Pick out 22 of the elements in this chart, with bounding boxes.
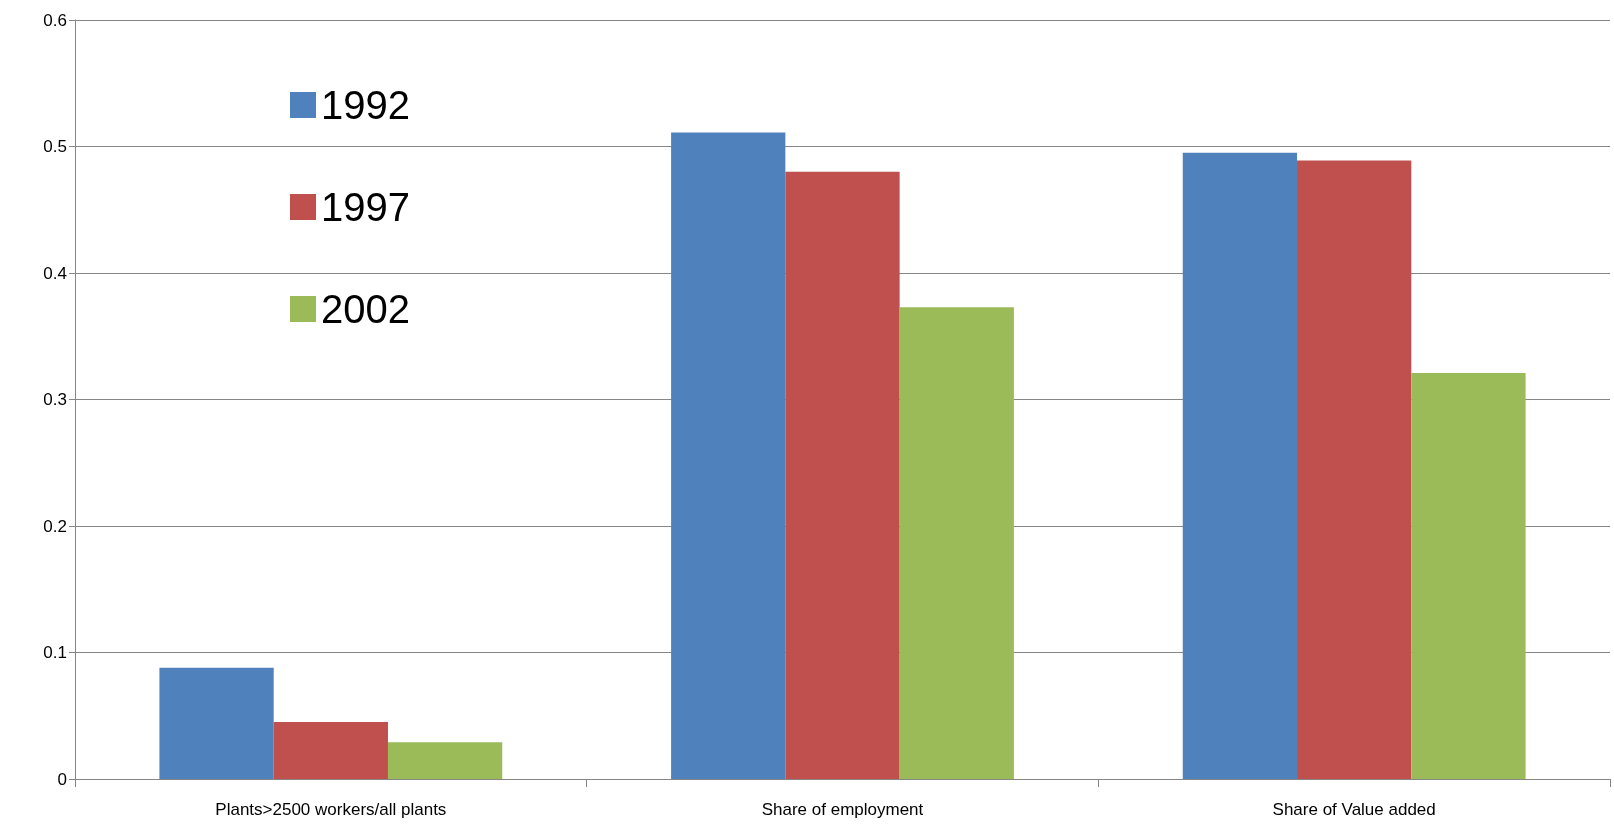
bar	[785, 171, 900, 779]
bar	[273, 722, 388, 779]
y-tick-label: 0.1	[43, 643, 67, 662]
bar	[1297, 160, 1412, 779]
x-tick-label: Plants>2500 workers/all plants	[215, 800, 447, 819]
legend-label: 1992	[321, 83, 410, 127]
bar	[1411, 372, 1526, 779]
y-tick-label: 0.6	[43, 10, 67, 30]
y-tick-label: 0.2	[43, 516, 67, 536]
bar	[899, 307, 1014, 779]
bar	[159, 667, 274, 779]
y-tick-label: 0.3	[43, 390, 67, 409]
bar	[387, 742, 503, 779]
legend-label: 2002	[321, 287, 410, 331]
x-tick-label: Share of employment	[761, 800, 924, 819]
y-tick-label: 0.4	[43, 263, 67, 283]
bar	[1182, 152, 1298, 779]
legend-label: 1997	[321, 185, 410, 229]
y-tick-label: 0	[57, 769, 67, 789]
y-tick-label: 0.5	[43, 137, 67, 156]
x-tick-label: Share of Value added	[1272, 800, 1436, 819]
bar	[671, 132, 786, 779]
